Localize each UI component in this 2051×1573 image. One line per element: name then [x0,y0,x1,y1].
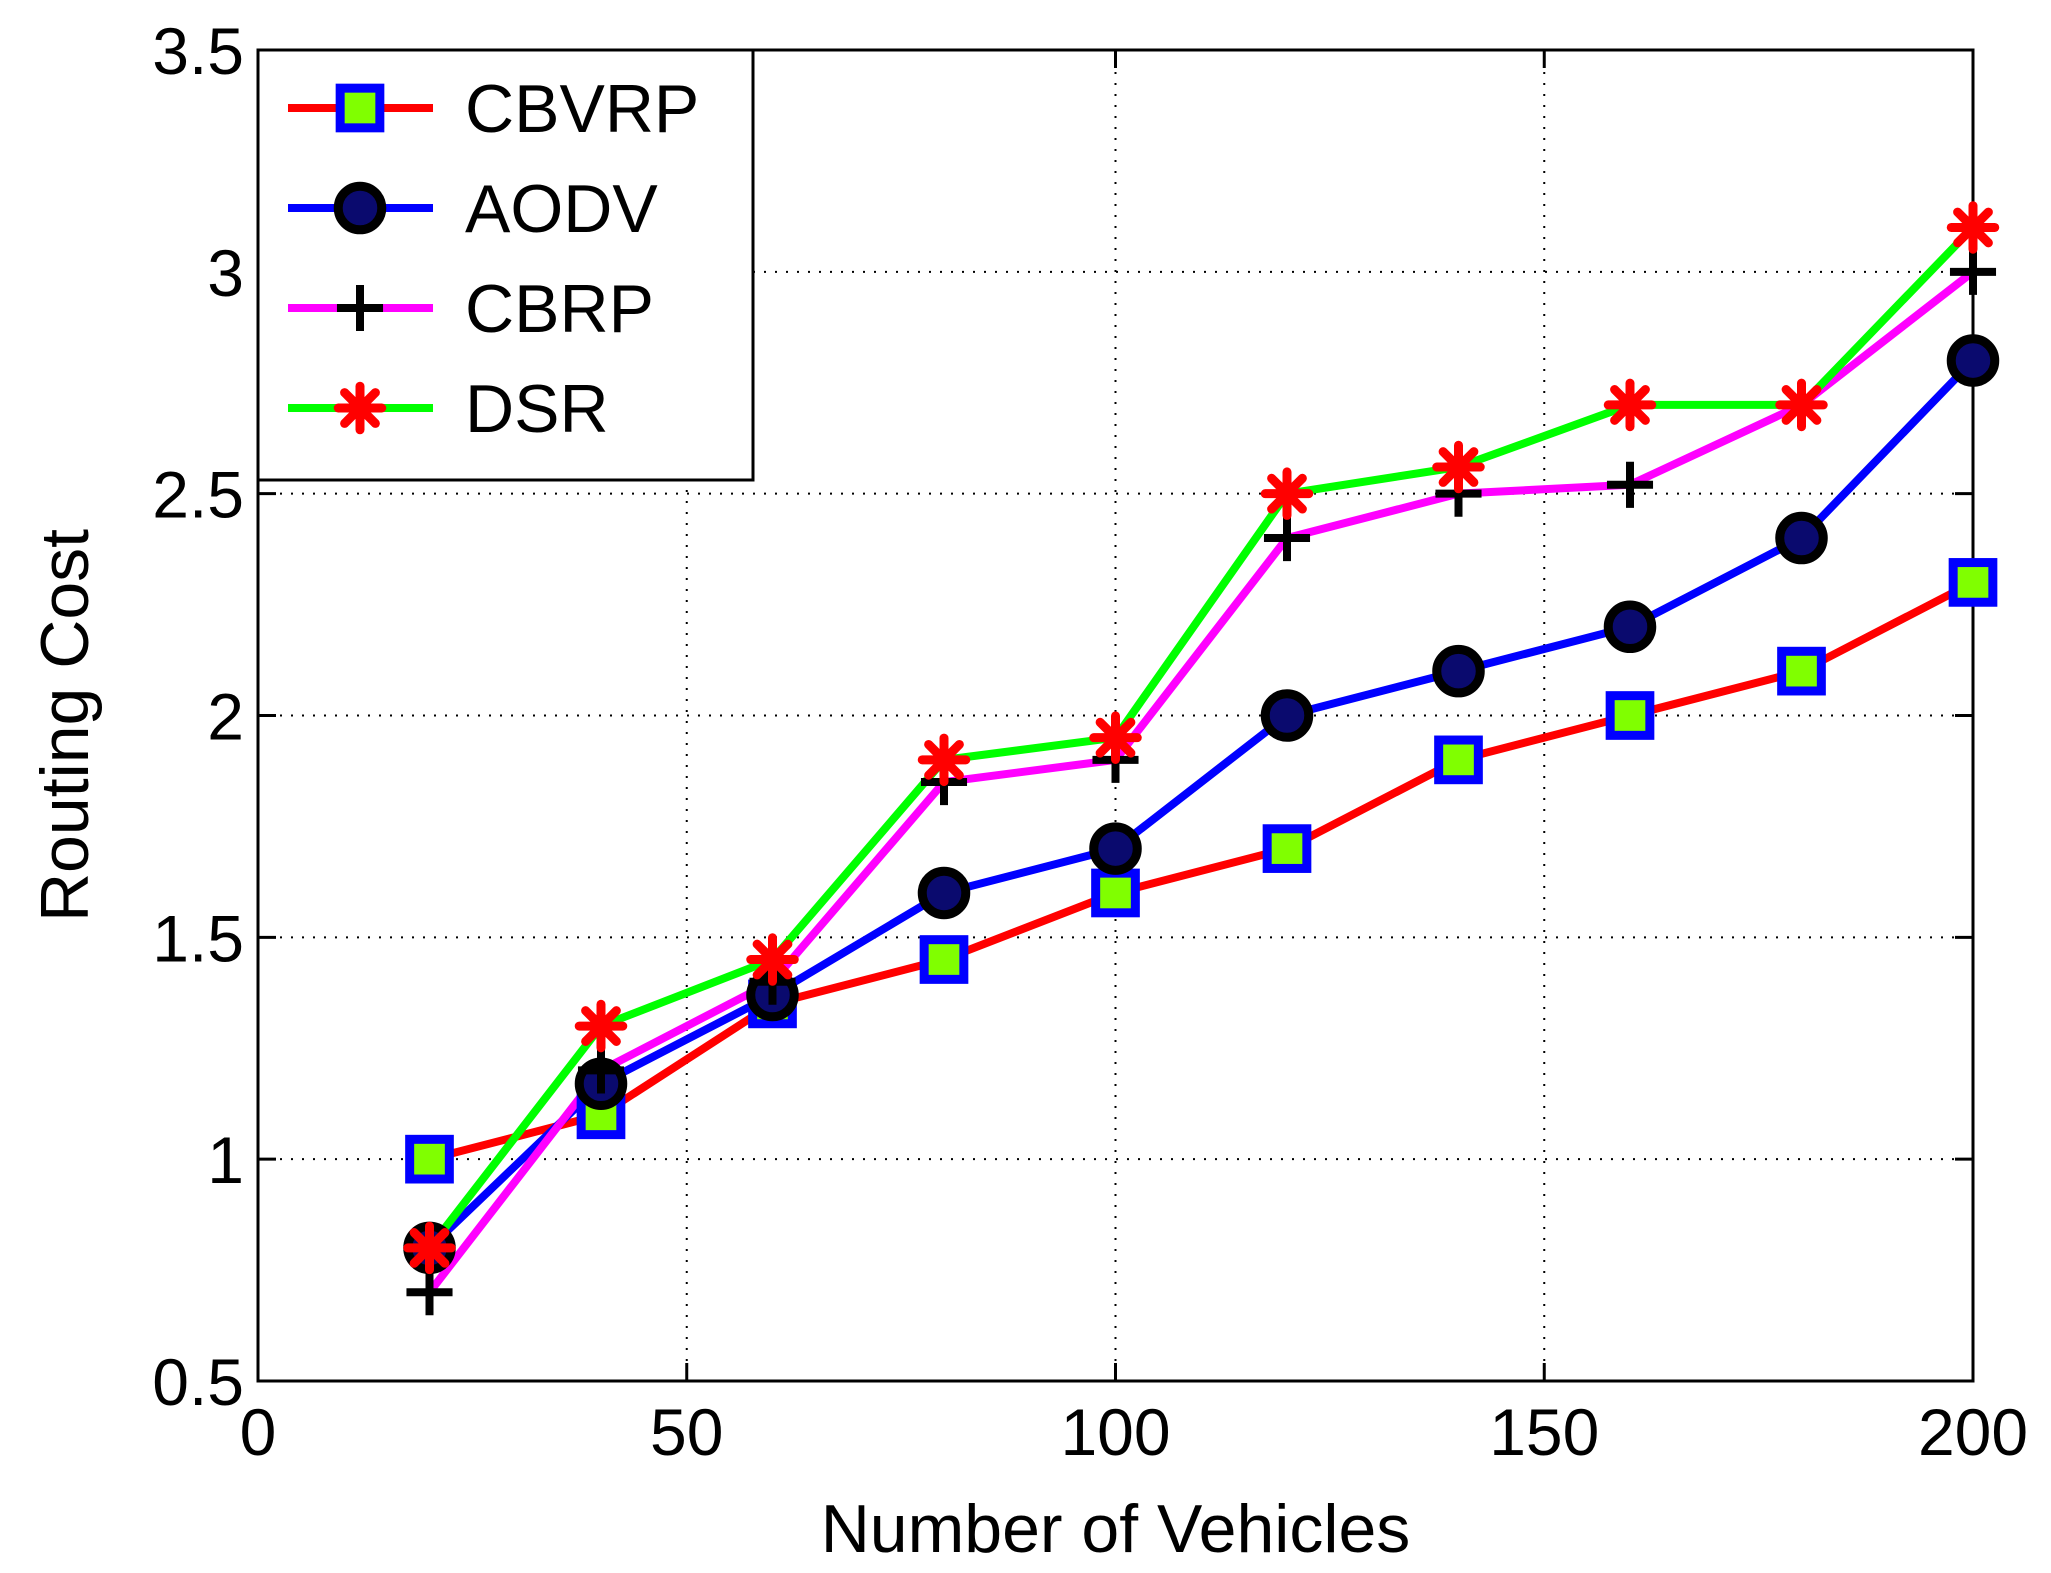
data-point-dsr-stroke [581,1006,621,1046]
data-point-aodv-shape [1260,689,1314,742]
data-point-aodv [917,866,971,920]
x-tick-label: 100 [1060,1395,1170,1469]
data-point-dsr [1775,378,1828,432]
data-point-cbvrp [1777,646,1826,696]
series-line-cbvrp [428,578,1975,1164]
data-point-aodv-shape [1603,600,1657,654]
x-tick-label: 150 [1489,1395,1599,1469]
data-point-cbrp [406,1269,453,1316]
series-line-cbrp [426,268,1976,1295]
data-point-dsr [1089,711,1142,764]
data-point-aodv [1089,822,1142,875]
data-point-cbrp [1263,514,1311,562]
data-point-aodv-shape [1775,511,1828,565]
data-point-aodv-shape [917,866,971,920]
data-point-dsr-stroke [1095,717,1136,758]
data-point-dsr [1260,467,1314,520]
legend-marker-aodv [333,181,387,235]
y-tick-label: 1.5 [152,901,244,975]
series-line-aodv [426,357,1976,1251]
x-tick-label: 200 [1918,1395,2028,1469]
data-point-dsr [574,999,628,1053]
y-tick-label: 2.5 [152,458,244,532]
data-point-dsr-stroke [924,739,964,780]
x-axis-label: Number of Vehicles [821,1491,1411,1567]
data-point-aodv [1946,334,2000,387]
data-point-dsr-stroke [1953,207,1993,248]
legend-label-cbvrp: CBVRP [465,71,699,147]
data-point-dsr [1432,440,1485,494]
data-point-dsr [1946,201,2000,254]
axis-ticks: 0 50 100 150 200 0.5 1 1.5 2 2.5 3 3.5 [152,14,2028,1469]
legend-marker-cbvrp [335,83,385,133]
data-point-aodv-shape [1432,644,1485,698]
data-point-cbvrp-shape [1091,868,1140,918]
data-point-aodv [1603,600,1657,654]
data-point-cbvrp-shape [1605,691,1655,740]
data-point-aodv-shape [1946,334,2000,387]
data-point-dsr-stroke [1610,385,1650,425]
data-point-cbrp [1606,461,1654,508]
series-lines [426,224,1976,1295]
data-point-aodv [1775,511,1828,565]
data-point-cbvrp [919,935,969,984]
data-point-dsr [1603,378,1657,432]
series-markers [403,201,2000,1316]
data-point-cbrp [1949,248,1997,295]
y-tick-label: 1 [207,1123,244,1197]
data-point-aodv [1432,644,1485,698]
data-point-dsr [917,733,971,787]
data-point-dsr-stroke [409,1228,450,1268]
legend-label-aodv: AODV [465,171,658,247]
legend: CBVRP AODV CBRP DSR [256,48,755,482]
data-point-cbvrp [1948,558,1998,607]
legend-marker-dsr [333,381,387,435]
x-tick-label: 50 [650,1395,723,1469]
data-point-cbvrp-shape [1262,824,1312,873]
data-point-cbvrp [1434,735,1483,785]
legend-marker-dsr-stroke [340,388,380,428]
data-point-dsr-stroke [1267,473,1307,514]
data-point-dsr [403,1221,456,1275]
x-tick-label: 0 [240,1395,277,1469]
data-point-cbvrp-shape [1777,646,1826,696]
data-point-cbvrp-shape [405,1134,454,1184]
data-point-cbvrp [1091,868,1140,918]
data-point-cbvrp [1605,691,1655,740]
legend-marker-aodv-shape [333,181,387,235]
data-point-cbvrp [1262,824,1312,873]
data-point-cbvrp-shape [1948,558,1998,607]
data-point-aodv-shape [1089,822,1142,875]
data-point-dsr-stroke [1438,447,1479,487]
legend-label-dsr: DSR [465,371,609,447]
y-tick-label: 0.5 [152,1345,244,1419]
legend-marker-cbvrp-shape [335,83,385,133]
data-point-cbvrp-shape [919,935,969,984]
data-point-cbvrp-shape [1434,735,1483,785]
y-tick-label: 3.5 [152,14,244,88]
series-line-dsr [426,224,1976,1251]
data-point-dsr-stroke [1781,385,1822,425]
data-point-dsr [746,933,799,986]
data-point-cbvrp [405,1134,454,1184]
y-axis-label: Routing Cost [27,529,103,922]
legend-label-cbrp: CBRP [465,271,654,347]
data-point-cbrp [577,1047,625,1094]
legend-marker-cbrp [336,284,384,332]
y-tick-label: 3 [207,236,244,310]
data-point-aodv [1260,689,1314,742]
data-point-dsr-stroke [752,939,793,980]
y-tick-label: 2 [207,680,244,754]
